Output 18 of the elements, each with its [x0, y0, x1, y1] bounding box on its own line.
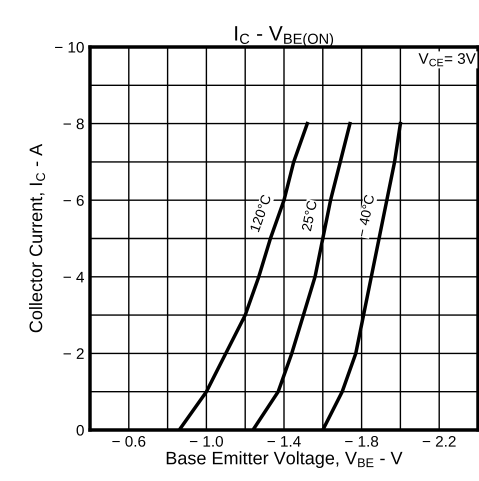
text: − 40°C — [356, 194, 374, 238]
x-tick-label: − 2.2 — [422, 436, 456, 447]
y-tick-label: − 2 — [64, 348, 84, 359]
y-tick-label: 0 — [76, 424, 84, 436]
y-tick-label: − 4 — [64, 272, 84, 282]
text: 25°C — [301, 200, 317, 232]
chart-title: I$_{C}$ - V$_{BE(ON)}$ — [235, 26, 334, 47]
y-tick-label: − 6 — [64, 195, 84, 206]
y-tick-label: − 8 — [64, 118, 84, 130]
y-tick-label: − 10 — [55, 42, 84, 53]
y-axis-title: Collector Current, I$_{C}$ - A — [29, 144, 46, 332]
x-axis-title: Base Emitter Voltage, V$_{BE}$ - V — [166, 451, 402, 468]
x-tick-label: − 0.6 — [112, 436, 146, 447]
x-tick-label: − 1.0 — [190, 436, 224, 447]
x-tick-label: − 1.4 — [268, 436, 301, 447]
text: 120°C — [250, 194, 272, 232]
annotation: V$_{CE}$= 3V — [418, 53, 476, 66]
x-tick-label: − 1.8 — [345, 436, 378, 447]
